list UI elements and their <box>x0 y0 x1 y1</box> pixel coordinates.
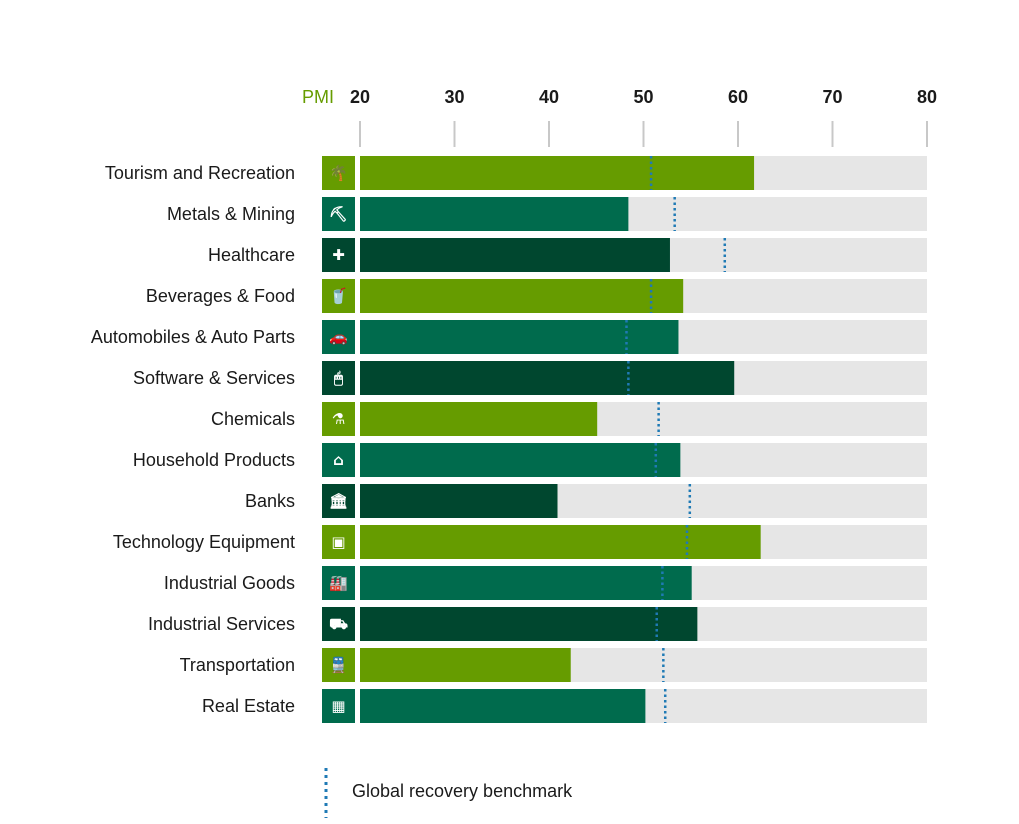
category-label: Tourism and Recreation <box>105 163 295 183</box>
bar-value <box>360 566 692 600</box>
category-label: Industrial Goods <box>164 573 295 593</box>
icon-glyph: ▣ <box>331 533 345 551</box>
icon-glyph: 🚆 <box>329 656 348 674</box>
bar-row: Household Products ⌂ <box>133 443 927 477</box>
bar-row: Technology Equipment ▣ <box>113 525 927 559</box>
icon-glyph: 🖱 <box>334 369 343 387</box>
category-label: Chemicals <box>211 409 295 429</box>
bar-value <box>360 197 629 231</box>
bar-row: Transportation 🚆 <box>180 648 927 682</box>
building-icon: ▦ <box>322 689 355 723</box>
tick-label: 70 <box>822 87 842 107</box>
icon-glyph: 🚗 <box>329 328 348 346</box>
tick-label: 80 <box>917 87 937 107</box>
icon-glyph: 🌴 <box>329 164 348 182</box>
icon-glyph: 🏭 <box>329 574 348 592</box>
bar-value <box>360 402 598 436</box>
bar-row: Automobiles & Auto Parts 🚗 <box>91 320 927 354</box>
icon-tile <box>322 566 355 600</box>
medical-cross-icon: ✚ <box>322 238 355 272</box>
icon-tile <box>322 648 355 682</box>
category-label: Household Products <box>133 450 295 470</box>
category-label: Banks <box>245 491 295 511</box>
tick-label: 30 <box>444 87 464 107</box>
pickaxe-icon: ⛏ <box>322 197 355 231</box>
icon-glyph: ⛏ <box>329 205 348 223</box>
icon-glyph: 🥤 <box>329 287 348 305</box>
bar-row: Tourism and Recreation 🌴 <box>105 156 927 190</box>
category-label: Software & Services <box>133 368 295 388</box>
chip-icon: ▣ <box>322 525 355 559</box>
forklift-icon: ⛟ <box>322 607 355 641</box>
category-label: Automobiles & Auto Parts <box>91 327 295 347</box>
bar-value <box>360 238 670 272</box>
axis-title-pmi: PMI <box>302 87 334 107</box>
bank-icon: 🏛 <box>322 484 355 518</box>
bar-value <box>360 279 684 313</box>
bar-row: Metals & Mining ⛏ <box>167 197 927 231</box>
icon-tile <box>322 525 355 559</box>
icon-glyph: ✚ <box>332 246 345 264</box>
bar-row: Real Estate ▦ <box>202 689 927 723</box>
category-label: Healthcare <box>208 245 295 265</box>
bar-value <box>360 525 761 559</box>
bar-row: Industrial Services ⛟ <box>148 607 927 641</box>
category-label: Beverages & Food <box>146 286 295 306</box>
bar-row: Industrial Goods 🏭 <box>164 566 927 600</box>
computer-mouse-icon: 🖱 <box>322 361 355 395</box>
bar-value <box>360 648 571 682</box>
legend-benchmark-label: Global recovery benchmark <box>352 781 573 801</box>
bar-row: Chemicals ⚗ <box>211 402 927 436</box>
tick-label: 40 <box>539 87 559 107</box>
train-icon: 🚆 <box>322 648 355 682</box>
icon-glyph: 🏛 <box>329 492 348 510</box>
icon-glyph: ⌂ <box>333 451 344 469</box>
icon-tile <box>322 361 355 395</box>
category-label: Real Estate <box>202 696 295 716</box>
bar-value <box>360 607 698 641</box>
legend: Global recovery benchmark <box>324 768 573 818</box>
bar-row: Healthcare ✚ <box>208 238 927 272</box>
bar-value <box>360 156 755 190</box>
bar-row: Software & Services 🖱 <box>133 361 927 395</box>
bar-value <box>360 361 735 395</box>
bar-value <box>360 689 646 723</box>
food-drink-icon: 🥤 <box>322 279 355 313</box>
palm-tree-icon: 🌴 <box>322 156 355 190</box>
icon-tile <box>322 320 355 354</box>
category-label: Transportation <box>180 655 295 675</box>
bar-value <box>360 484 558 518</box>
icon-tile <box>322 402 355 436</box>
category-label: Technology Equipment <box>113 532 295 552</box>
icon-tile <box>322 197 355 231</box>
icon-tile <box>322 689 355 723</box>
bar-value <box>360 443 681 477</box>
bar-rows: Tourism and Recreation 🌴 Metals & Mining ⛏ H… <box>91 156 927 723</box>
icon-glyph: ⚗ <box>332 410 345 428</box>
icon-glyph: ▦ <box>331 697 345 715</box>
tick-label: 60 <box>728 87 748 107</box>
icon-glyph: ⛟ <box>329 615 348 633</box>
bar-row: Beverages & Food 🥤 <box>146 279 927 313</box>
icon-tile <box>322 238 355 272</box>
flask-icon: ⚗ <box>322 402 355 436</box>
bar-value <box>360 320 679 354</box>
icon-tile <box>322 484 355 518</box>
tick-label: 50 <box>633 87 653 107</box>
icon-tile <box>322 607 355 641</box>
category-label: Industrial Services <box>148 614 295 634</box>
icon-tile <box>322 156 355 190</box>
bar-row: Banks 🏛 <box>245 484 927 518</box>
category-label: Metals & Mining <box>167 204 295 224</box>
tick-label: 20 <box>350 87 370 107</box>
x-axis-ticks: 20 30 40 50 60 70 80 <box>350 87 937 147</box>
factory-icon: 🏭 <box>322 566 355 600</box>
car-icon: 🚗 <box>322 320 355 354</box>
icon-tile <box>322 279 355 313</box>
icon-tile <box>322 443 355 477</box>
house-icon: ⌂ <box>322 443 355 477</box>
